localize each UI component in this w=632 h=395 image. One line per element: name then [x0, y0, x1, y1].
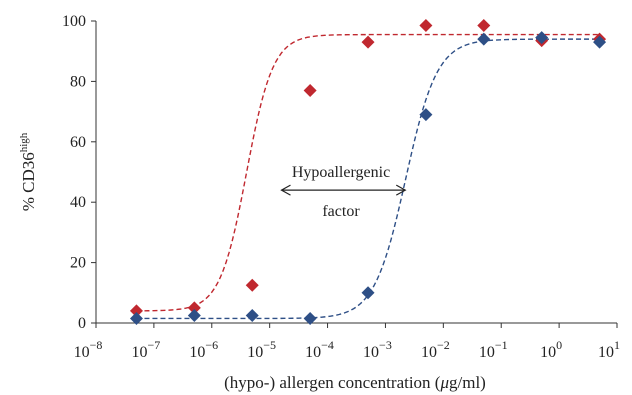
- data-point-series-2: [129, 311, 143, 325]
- double-arrow-icon: [280, 184, 407, 196]
- data-point-series-1: [419, 19, 433, 33]
- x-tick-label: 100: [540, 338, 562, 361]
- data-point-series-2: [187, 308, 201, 322]
- data-point-series-1: [477, 19, 491, 33]
- data-point-series-2: [303, 311, 317, 325]
- x-tick-label: 10−8: [74, 338, 103, 361]
- x-tick-label: 10−7: [131, 338, 160, 361]
- x-tick-exponent: −3: [379, 338, 392, 352]
- data-point-series-1: [187, 301, 201, 315]
- x-axis-title-before: (hypo-) allergen concentration (: [224, 373, 441, 392]
- data-point-series-2: [361, 286, 375, 300]
- x-tick-exponent: −7: [147, 338, 160, 352]
- y-tick-label: 20: [70, 255, 86, 272]
- x-tick-label: 10−3: [363, 338, 392, 361]
- data-point-series-2: [245, 308, 259, 322]
- y-tick-label: 80: [70, 73, 86, 90]
- x-axis-title: (hypo-) allergen concentration (μg/ml): [224, 373, 486, 392]
- x-tick-base: 10: [74, 344, 90, 361]
- arrow-head-left: [280, 184, 291, 196]
- x-tick-base: 10: [247, 344, 263, 361]
- x-tick-exponent: −6: [205, 338, 218, 352]
- x-tick-label: 101: [598, 338, 620, 361]
- data-markers: [129, 19, 607, 325]
- axes: [91, 20, 618, 328]
- x-tick-label: 10−1: [479, 338, 508, 361]
- data-point-series-2: [535, 31, 549, 45]
- data-point-series-1: [129, 304, 143, 318]
- x-tick-label: 10−6: [189, 338, 218, 361]
- x-tick-base: 10: [598, 344, 614, 361]
- data-point-series-1: [245, 278, 259, 292]
- x-tick-label: 10−2: [421, 338, 450, 361]
- x-tick-base: 10: [189, 344, 205, 361]
- fit-curve-2: [136, 38, 600, 320]
- hypoallergenic-factor-annotation: Hypoallergenic factor: [280, 164, 407, 220]
- x-tick-exponent: 0: [556, 338, 562, 352]
- x-tick-base: 10: [131, 344, 147, 361]
- y-axis-title-sup: high: [18, 132, 30, 152]
- y-tick-label: 100: [62, 13, 86, 30]
- x-tick-base: 10: [305, 344, 321, 361]
- x-tick-label: 10−4: [305, 338, 334, 361]
- fit-curve-1: [136, 33, 600, 312]
- x-tick-exponent: −1: [495, 338, 508, 352]
- x-tick-exponent: −8: [90, 338, 103, 352]
- data-point-series-2: [593, 35, 607, 49]
- x-tick-label: 10−5: [247, 338, 276, 361]
- x-axis-title-mu: μ: [439, 373, 449, 392]
- annotation-text-bottom: factor: [322, 203, 360, 220]
- x-tick-base: 10: [421, 344, 437, 361]
- y-axis-title-main: % CD36: [19, 152, 38, 211]
- fit-curves: [136, 33, 600, 320]
- x-tick-exponent: −2: [437, 338, 450, 352]
- x-tick-exponent: −4: [321, 338, 334, 352]
- annotation-text-top: Hypoallergenic: [292, 164, 390, 181]
- x-tick-base: 10: [479, 344, 495, 361]
- x-tick-base: 10: [363, 344, 379, 361]
- x-tick-exponent: 1: [614, 338, 620, 352]
- x-axis-title-after: g/ml): [449, 373, 486, 392]
- data-point-series-2: [477, 32, 491, 46]
- y-tick-label: 60: [70, 134, 86, 151]
- arrow-head-right: [395, 184, 407, 196]
- x-tick-exponent: −5: [263, 338, 276, 352]
- data-point-series-2: [419, 108, 433, 122]
- y-axis-title: % CD36high: [18, 132, 38, 211]
- y-tick-label: 0: [78, 315, 86, 332]
- data-point-series-1: [303, 83, 317, 97]
- y-tick-label: 40: [70, 194, 86, 211]
- x-tick-base: 10: [540, 344, 556, 361]
- data-point-series-1: [361, 35, 375, 49]
